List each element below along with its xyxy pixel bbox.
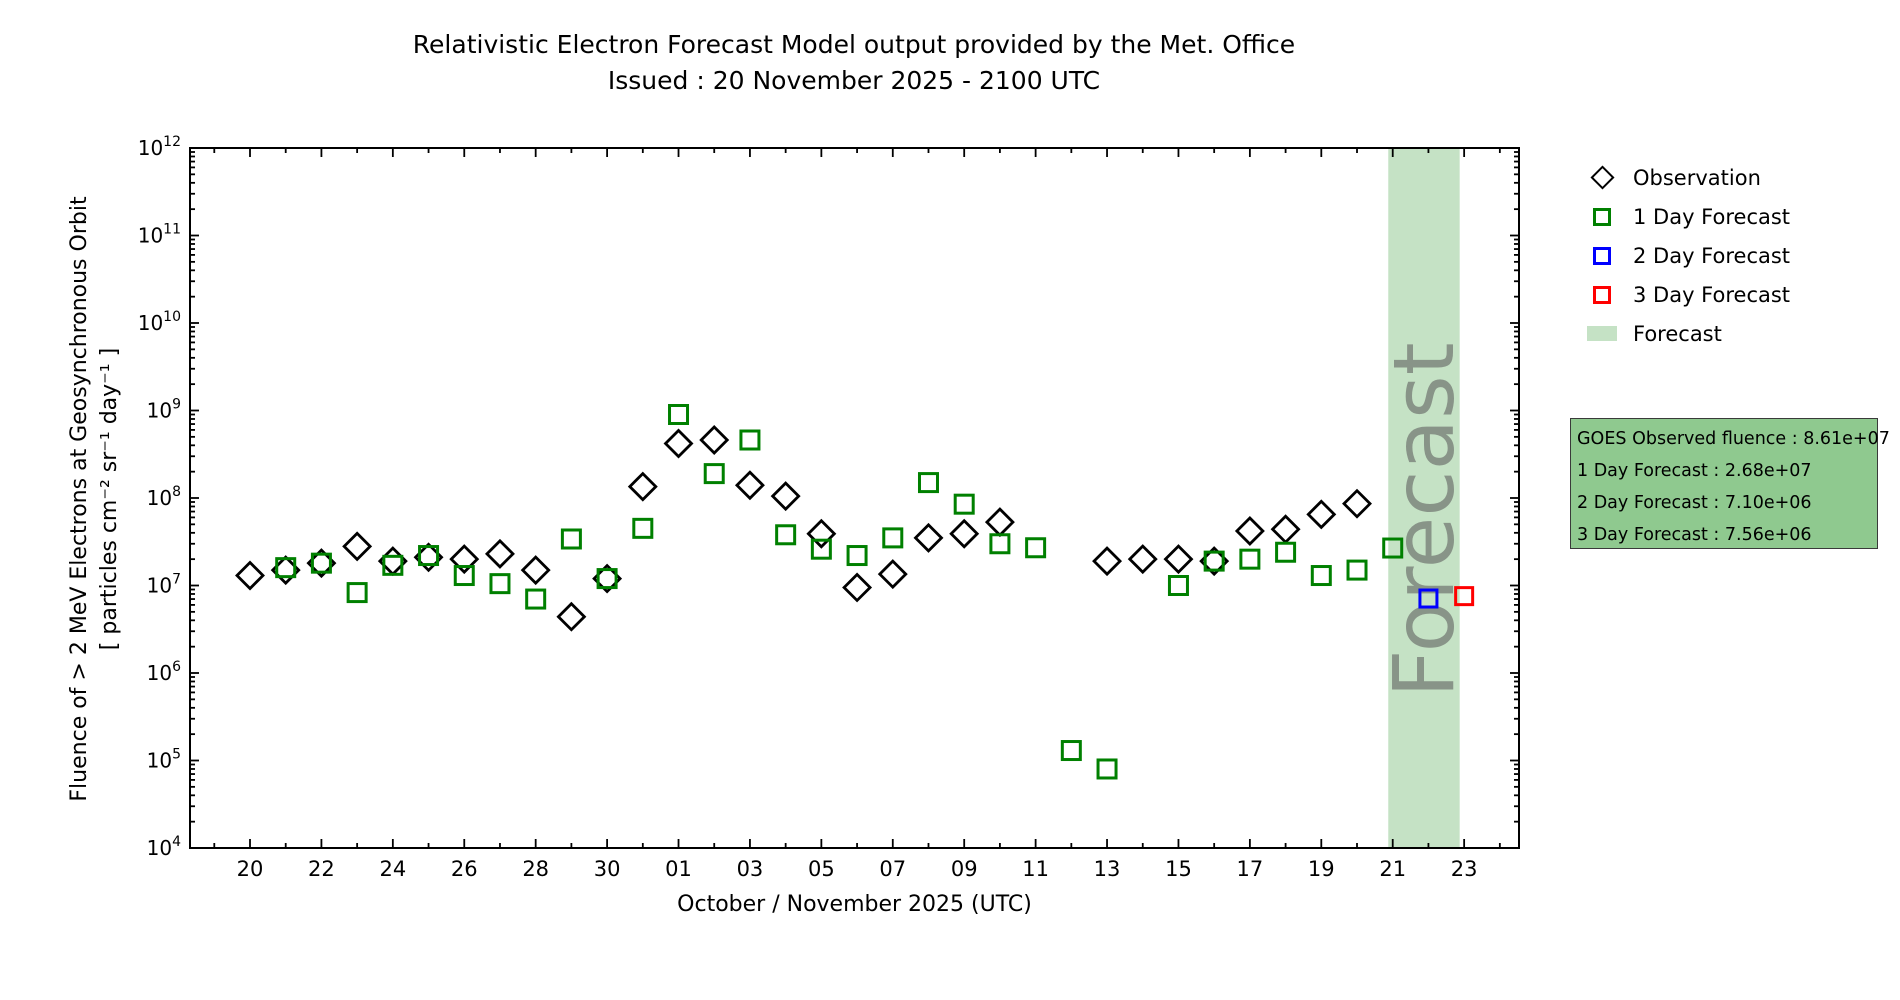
goes-observed-fluence-value: GOES Observed fluence : 8.61e+07 — [1577, 429, 1890, 449]
legend-label: 2 Day Forecast — [1633, 243, 1791, 268]
legend-item-1day-forecast: 1 Day Forecast — [1585, 197, 1790, 236]
two-day-forecast-square-icon — [1593, 246, 1611, 265]
x-tick-label: 19 — [1308, 857, 1335, 881]
x-tick-label: 26 — [451, 857, 478, 881]
x-tick-label: 20 — [237, 857, 264, 881]
legend-label: Observation — [1633, 165, 1761, 190]
x-tick-label: 05 — [808, 857, 835, 881]
axis-ticks — [190, 147, 1519, 849]
y-tick-label: 107 — [147, 572, 181, 598]
forecast-watermark: Forecast — [1375, 342, 1473, 697]
chart-title: Relativistic Electron Forecast Model out… — [412, 30, 1296, 59]
series-1-day-forecast — [275, 404, 1404, 780]
legend-label: 1 Day Forecast — [1633, 204, 1791, 229]
legend: Observation 1 Day Forecast 2 Day Forecas… — [1585, 158, 1790, 353]
y-tick-label: 105 — [147, 747, 181, 773]
one-day-forecast-value: 1 Day Forecast : 2.68e+07 — [1577, 461, 1812, 481]
one-day-forecast-square-icon — [1593, 207, 1611, 226]
x-tick-label: 17 — [1237, 857, 1264, 881]
three-day-forecast-value: 3 Day Forecast : 7.56e+06 — [1577, 525, 1812, 545]
series-2-day-forecast — [1418, 588, 1439, 609]
y-tick-label: 1012 — [138, 134, 181, 160]
observation-diamond-icon — [1589, 165, 1615, 190]
y-tick-label: 1011 — [138, 222, 181, 248]
y-tick-label: 109 — [147, 397, 181, 423]
legend-item-forecast-band: Forecast — [1585, 314, 1790, 353]
forecast-band-patch-icon — [1587, 326, 1617, 341]
x-tick-label: 15 — [1165, 857, 1192, 881]
x-tick-label: 23 — [1451, 857, 1478, 881]
y-tick-label: 108 — [147, 484, 181, 510]
y-tick-label: 106 — [147, 659, 181, 685]
x-tick-label: 30 — [594, 857, 621, 881]
chart-subtitle: Issued : 20 November 2025 - 2100 UTC — [607, 66, 1101, 95]
x-tick-label: 21 — [1379, 857, 1406, 881]
forecast-band — [1388, 148, 1460, 848]
series-observation — [235, 425, 1372, 632]
three-day-forecast-square-icon — [1593, 285, 1611, 304]
two-day-forecast-value: 2 Day Forecast : 7.10e+06 — [1577, 493, 1812, 513]
x-tick-label: 11 — [1022, 857, 1049, 881]
legend-item-3day-forecast: 3 Day Forecast — [1585, 275, 1790, 314]
x-tick-label: 13 — [1094, 857, 1121, 881]
legend-item-2day-forecast: 2 Day Forecast — [1585, 236, 1790, 275]
x-tick-label: 24 — [379, 857, 406, 881]
y-tick-label: 104 — [147, 834, 181, 860]
x-tick-label: 07 — [879, 857, 906, 881]
legend-label: 3 Day Forecast — [1633, 282, 1791, 307]
plot-frame — [189, 147, 1520, 849]
legend-item-observation: Observation — [1585, 158, 1790, 197]
x-tick-label: 28 — [522, 857, 549, 881]
legend-label: Forecast — [1633, 321, 1722, 346]
y-tick-label: 1010 — [138, 309, 181, 335]
fluence-info-box: GOES Observed fluence : 8.61e+07 1 Day F… — [1570, 418, 1890, 549]
y-axis-label: Fluence of > 2 MeV Electrons at Geosynch… — [65, 149, 127, 849]
y-axis-label-line2: [ particles cm⁻² sr⁻¹ day⁻¹ ] — [97, 347, 122, 651]
x-tick-label: 22 — [308, 857, 335, 881]
x-tick-label: 03 — [737, 857, 764, 881]
series-3-day-forecast — [1454, 586, 1475, 607]
x-axis-label: October / November 2025 (UTC) — [677, 892, 1032, 917]
x-tick-label: 01 — [665, 857, 692, 881]
x-tick-label: 09 — [951, 857, 978, 881]
y-axis-label-line1: Fluence of > 2 MeV Electrons at Geosynch… — [67, 196, 92, 802]
